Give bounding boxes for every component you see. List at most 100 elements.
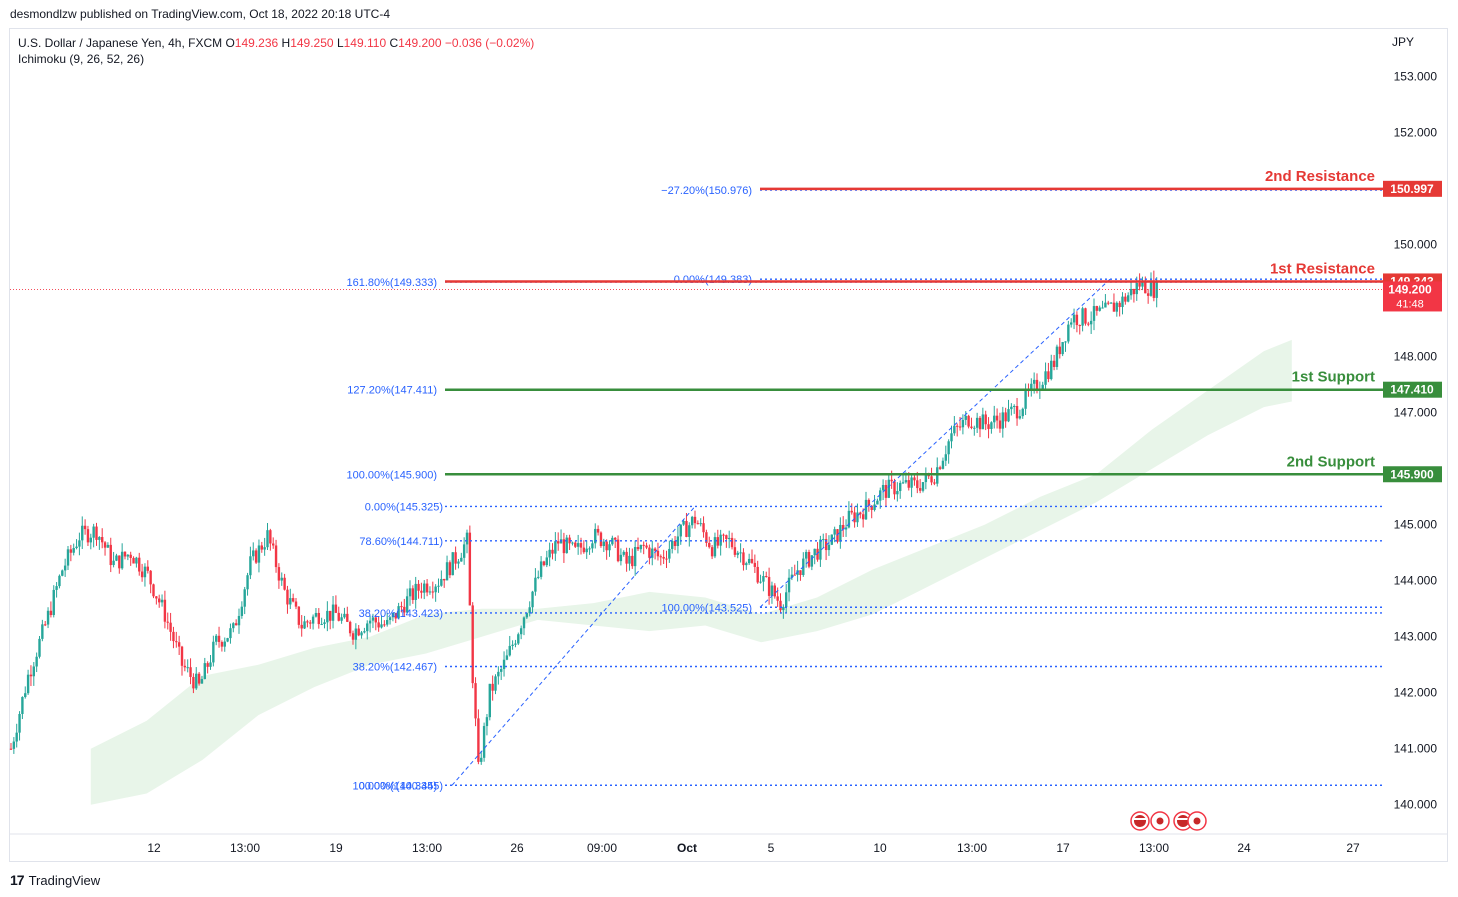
candle — [608, 540, 611, 557]
economic-events[interactable] — [1130, 811, 1207, 831]
candle — [616, 535, 620, 563]
candle — [693, 510, 697, 529]
candle-body — [1109, 302, 1113, 304]
candle-body — [619, 554, 623, 562]
fib-level-label: 161.80%(149.333) — [346, 277, 437, 289]
candle-body — [1149, 280, 1153, 296]
ohlc-open: O149.236 — [225, 36, 279, 50]
candle — [850, 503, 853, 515]
candle-body — [702, 523, 705, 533]
candle — [1044, 362, 1047, 390]
candle — [970, 417, 973, 430]
candle — [633, 540, 637, 576]
candle — [44, 621, 47, 627]
us-flag-event-icon[interactable] — [1130, 811, 1150, 831]
candle — [314, 608, 318, 618]
candle-body — [608, 544, 611, 551]
candle-body — [804, 551, 808, 559]
candle-body — [445, 562, 449, 581]
candle-body — [542, 561, 546, 566]
symbol-legend[interactable]: U.S. Dollar / Japanese Yen, 4h, FXCM O14… — [18, 36, 534, 50]
candle-body — [599, 532, 603, 547]
fib-level-label: 127.20%(147.411) — [347, 385, 437, 397]
candle-body — [300, 624, 303, 629]
candle-body — [856, 512, 859, 523]
candle-body — [166, 621, 169, 623]
candle — [380, 615, 383, 629]
candle — [1124, 293, 1127, 305]
candle — [9, 743, 13, 751]
fib-level-label: 0.00%(140.345) — [359, 780, 437, 792]
candle-body — [716, 537, 719, 546]
candle-body — [462, 544, 466, 558]
candle-body — [98, 537, 101, 540]
jp-flag-event-icon[interactable] — [1150, 811, 1170, 831]
candle — [112, 551, 115, 568]
candle — [357, 624, 360, 637]
candle — [405, 588, 409, 614]
candle — [645, 542, 648, 550]
candle-body — [425, 583, 429, 593]
candle — [101, 528, 104, 549]
candle-body — [938, 467, 942, 469]
candle — [35, 652, 38, 673]
candle-body — [537, 576, 540, 578]
ichimoku-cloud — [90, 339, 1292, 805]
indicator-legend[interactable]: Ichimoku (9, 26, 52, 26) — [18, 52, 145, 66]
fib-level-label: 100.00%(140.345) — [352, 780, 443, 792]
candle-body — [656, 550, 660, 557]
jp-flag-event-icon[interactable] — [1187, 811, 1207, 831]
candle-body — [326, 610, 329, 623]
candle — [72, 543, 75, 556]
candle-body — [309, 622, 312, 624]
candle-body — [1098, 307, 1101, 311]
candle — [961, 414, 965, 435]
level-name: 2nd Resistance — [1265, 168, 1375, 185]
level-name: 2nd Support — [1287, 453, 1375, 470]
fib-level-label: 100.00%(143.525) — [661, 602, 752, 614]
candle-body — [728, 537, 731, 539]
candle-body — [696, 523, 700, 525]
candle — [397, 602, 400, 619]
candle — [719, 529, 722, 556]
candle — [844, 519, 848, 537]
y-tick-label: 152.000 — [1394, 126, 1438, 140]
candle — [29, 665, 33, 687]
candle — [83, 519, 87, 535]
candle-body — [975, 417, 979, 428]
price-axis[interactable]: 153.000 152.000 150.000 148.000 147.000 145.0… — [1383, 70, 1442, 812]
candle-body — [1112, 302, 1116, 312]
candle — [206, 661, 209, 674]
candle-body — [993, 415, 996, 423]
candle-body — [699, 523, 702, 525]
candle — [445, 555, 449, 581]
candle-body — [89, 537, 92, 543]
candle — [120, 543, 124, 570]
candle — [482, 722, 486, 762]
footer-brand[interactable]: 17 TradingView — [10, 872, 100, 888]
candle-body — [964, 415, 967, 420]
candle — [782, 604, 785, 619]
candle — [46, 607, 50, 629]
ohlc-change: −0.036 (−0.02%) — [444, 36, 535, 50]
candle-body — [263, 547, 266, 550]
fib-level-label: 38.20%(143.423) — [359, 608, 443, 620]
us-flag-event-icon[interactable] — [1173, 811, 1193, 831]
candle — [331, 596, 335, 629]
time-axis[interactable]: 12 13:00 19 13:00 26 09:00 Oct 5 10 13:00 17 13:00 2… — [10, 833, 1447, 855]
candle — [383, 620, 386, 627]
candle-body — [1087, 323, 1090, 325]
candle — [180, 645, 184, 676]
candle-body — [1018, 416, 1022, 419]
candle-body — [346, 613, 349, 622]
candle-body — [397, 606, 400, 619]
candle-body — [1055, 346, 1059, 367]
candle-body — [234, 623, 238, 626]
candle — [457, 558, 460, 569]
candle — [1141, 276, 1144, 291]
candle-body — [625, 551, 628, 564]
candle-body — [1089, 320, 1093, 325]
candle — [346, 606, 349, 623]
candle — [990, 421, 993, 434]
